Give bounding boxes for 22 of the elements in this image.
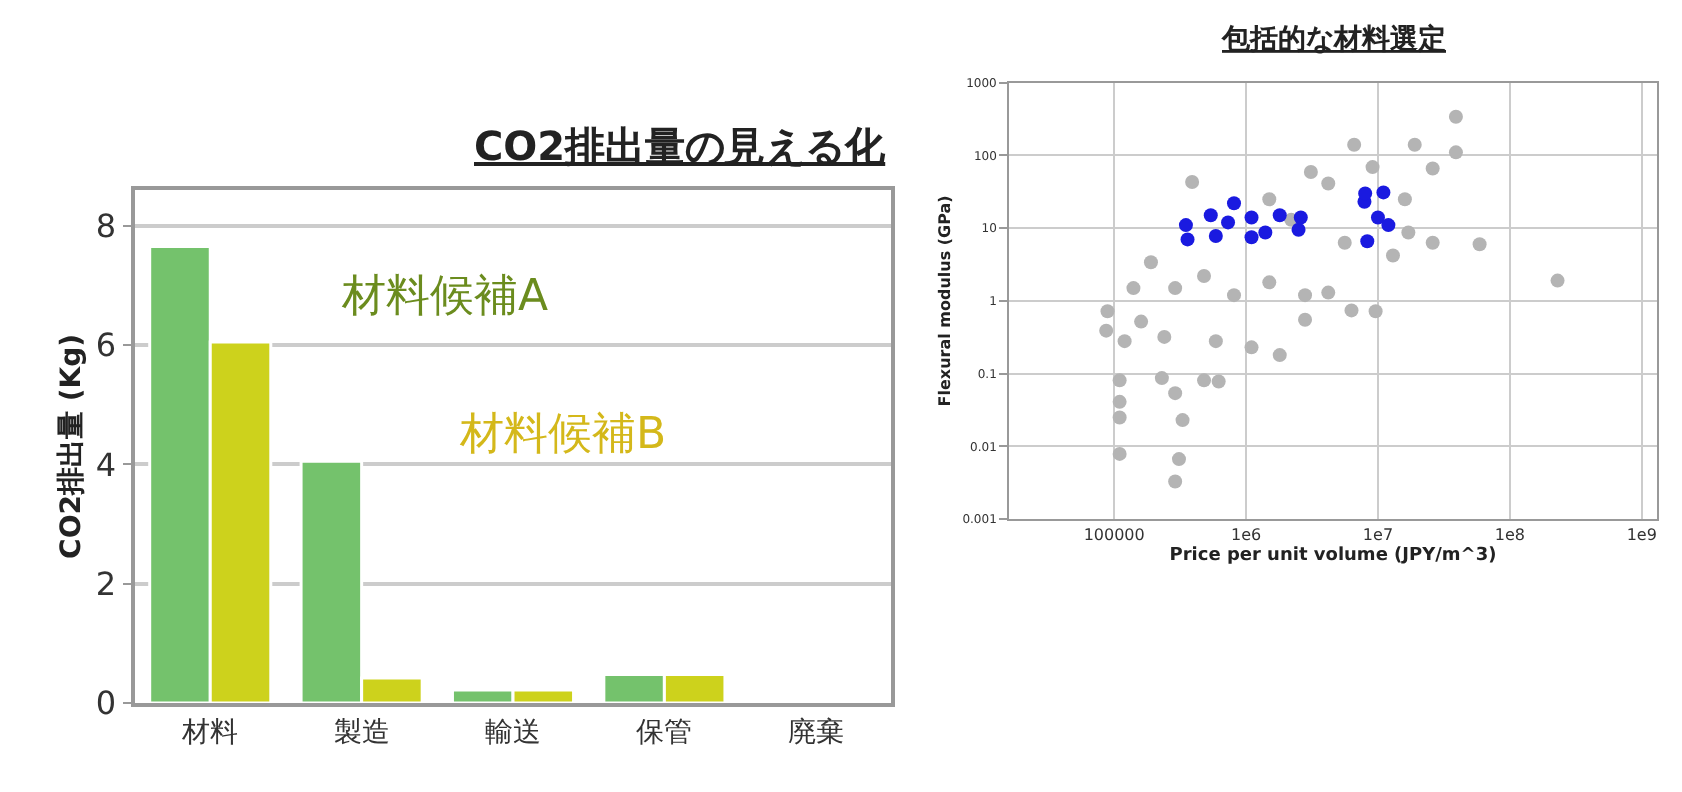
x-tick-label: 1e9 <box>1626 526 1657 545</box>
x-tick-label: 100000 <box>1083 526 1145 545</box>
x-tick-label: 1e7 <box>1362 526 1394 545</box>
x-tick-label: 製造 <box>333 716 390 749</box>
y-axis-title: CO2排出量 (Kg) <box>55 333 88 559</box>
chart-title: CO2排出量の見える化 <box>474 122 888 170</box>
x-tick-label: 1e8 <box>1494 526 1525 545</box>
y-tick-label: 4 <box>95 445 117 484</box>
y-tick-label: 6 <box>95 326 117 365</box>
y-tick-label: 8 <box>95 206 117 245</box>
y-tick-label: 0 <box>95 684 117 723</box>
y-tick-label: 2 <box>95 564 117 603</box>
chart-title: 包括的な材料選定 <box>1220 22 1446 56</box>
x-tick-label: 材料 <box>180 716 239 749</box>
x-tick-label: 廃棄 <box>787 716 844 749</box>
x-tick-label: 保管 <box>636 716 693 749</box>
x-axis-title: Price per unit volume (JPY/m^3) <box>1169 546 1497 567</box>
annotation: 材料候補B <box>458 410 667 460</box>
y-axis-title: Flexural modulus (GPa) <box>935 195 954 407</box>
x-tick-label: 1e6 <box>1230 526 1262 545</box>
x-tick-label: 輸送 <box>485 716 542 749</box>
annotation: 材料候補A <box>340 272 549 322</box>
